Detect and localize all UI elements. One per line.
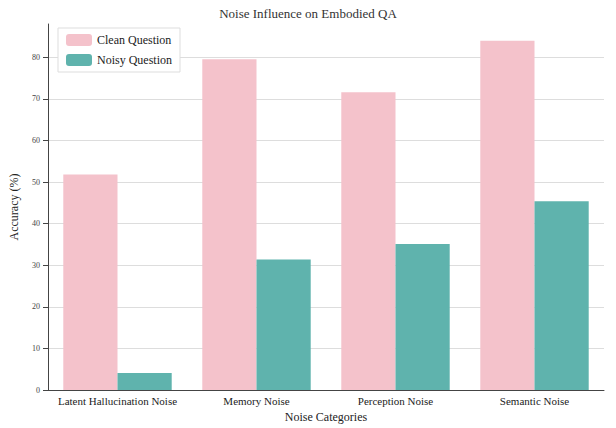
svg-text:Noise Categories: Noise Categories bbox=[285, 410, 368, 424]
svg-text:30: 30 bbox=[32, 261, 40, 270]
svg-text:80: 80 bbox=[32, 53, 40, 62]
svg-text:60: 60 bbox=[32, 136, 40, 145]
svg-text:Perception Noise: Perception Noise bbox=[358, 395, 434, 407]
svg-text:Noise Influence on Embodied QA: Noise Influence on Embodied QA bbox=[219, 6, 397, 21]
svg-text:Memory Noise: Memory Noise bbox=[223, 395, 289, 407]
svg-text:Accuracy (%): Accuracy (%) bbox=[7, 174, 21, 241]
svg-text:70: 70 bbox=[32, 94, 40, 103]
svg-text:10: 10 bbox=[32, 344, 40, 353]
svg-text:Latent Hallucination Noise: Latent Hallucination Noise bbox=[58, 395, 177, 407]
svg-text:0: 0 bbox=[36, 386, 40, 395]
svg-text:50: 50 bbox=[32, 178, 40, 187]
svg-text:40: 40 bbox=[32, 219, 40, 228]
svg-text:Semantic Noise: Semantic Noise bbox=[500, 395, 569, 407]
svg-text:20: 20 bbox=[32, 302, 40, 311]
svg-text:Clean Question: Clean Question bbox=[97, 33, 171, 47]
svg-text:Noisy Question: Noisy Question bbox=[97, 53, 172, 67]
